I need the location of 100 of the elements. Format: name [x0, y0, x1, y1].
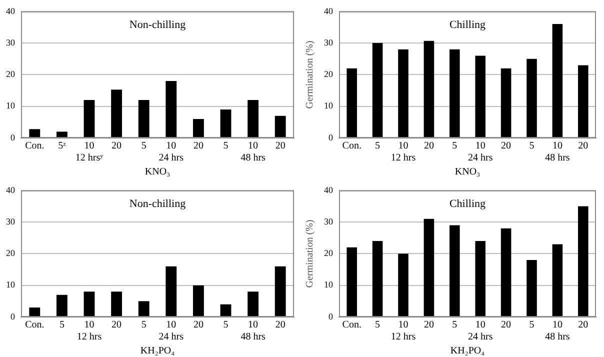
x-tick-label: Con.: [25, 320, 44, 331]
bar: [424, 218, 434, 316]
x-axis-title: KNO₃: [144, 166, 170, 178]
bar: [166, 81, 177, 138]
y-tick-label: 0: [328, 132, 334, 142]
y-tick-label: 20: [6, 248, 16, 258]
x-tick-label: 5: [223, 320, 228, 331]
x-tick-label: 10 12 hrsʸ: [75, 140, 104, 164]
bar: [84, 292, 95, 316]
bar: [220, 304, 232, 316]
bar: [56, 132, 68, 138]
x-tick-label: Con.: [25, 140, 44, 152]
x-tick-label: 20: [424, 320, 434, 331]
x-tick-label: 10 24 hrs: [158, 320, 184, 343]
bar: [220, 110, 232, 138]
bar: [192, 285, 204, 316]
y-tick-label: 30: [6, 37, 16, 48]
y-tick-label: 20: [324, 248, 334, 258]
bar: [450, 49, 460, 138]
bar: [29, 308, 40, 316]
x-tick-label: 20: [275, 140, 286, 152]
bar: [274, 116, 286, 138]
bar: [424, 40, 434, 138]
y-tick-label: 30: [324, 37, 334, 48]
text: Non-chilling: [129, 198, 186, 210]
x-axis-title: KNO₃: [454, 166, 480, 178]
bar: [29, 129, 40, 138]
bar: [526, 260, 537, 316]
x-tick-label: 5: [452, 140, 458, 152]
bar: [578, 65, 588, 138]
x-tick-label: 20: [112, 140, 122, 152]
bar: [56, 294, 68, 316]
x-tick-label: 20: [501, 320, 512, 331]
bar: [552, 244, 563, 316]
y-tick-label: 40: [6, 6, 16, 16]
x-tick-label: 5: [452, 320, 458, 331]
x-axis-title: KH₂PO₄: [140, 346, 176, 357]
bar: [398, 254, 408, 316]
bar: [248, 100, 259, 138]
x-tick-label: 10 48 hrs: [240, 320, 266, 343]
x-tick-label: 20: [193, 140, 204, 152]
x-tick-label: 20: [424, 140, 434, 152]
y-tick-label: 40: [6, 184, 16, 195]
bar: [398, 49, 408, 138]
y-tick-label: 0: [10, 132, 16, 142]
bar: [450, 225, 460, 316]
text: Chilling: [449, 198, 486, 210]
y-tick-label: 10: [6, 280, 16, 290]
x-tick-label: 10 24 hrs: [468, 320, 493, 343]
y-tick-label: 0: [10, 311, 16, 322]
y-tick-label: 10: [324, 100, 334, 111]
x-tick-label: 10 24 hrs: [468, 140, 493, 164]
bar: [578, 206, 588, 316]
x-tick-label: 5: [375, 140, 380, 152]
x-tick-label: 10 24 hrs: [158, 140, 184, 164]
x-tick-label: 5: [529, 320, 534, 331]
x-tick-label: 20: [193, 320, 204, 331]
bar: [500, 68, 512, 138]
bar: [248, 292, 259, 316]
bar: [274, 266, 286, 316]
bar: [346, 247, 357, 316]
x-tick-label: 10 12 hrs: [390, 320, 416, 343]
bar: [372, 241, 383, 316]
y-axis-title: Germination (%): [304, 220, 316, 288]
x-tick-label: 10 48 hrs: [545, 140, 570, 164]
y-tick-label: 20: [324, 69, 334, 80]
bar: [526, 58, 537, 138]
x-tick-label: 10 48 hrs: [545, 320, 570, 343]
x-axis-title: KH₂PO₄: [450, 346, 486, 357]
x-tick-label: 5: [59, 320, 64, 331]
y-tick-label: 30: [6, 216, 16, 226]
x-tick-label: 5: [529, 140, 534, 152]
x-tick-label: Con.: [342, 320, 362, 331]
x-tick-label: 5: [141, 140, 146, 152]
bar: [346, 68, 357, 138]
y-tick-label: 40: [324, 184, 334, 195]
x-tick-label: 5: [223, 140, 228, 152]
y-tick-label: 20: [6, 69, 16, 80]
x-tick-label: 20: [501, 140, 512, 152]
x-tick-label: 5ᶻ: [58, 140, 66, 152]
x-tick-label: 10 48 hrs: [240, 140, 266, 164]
x-tick-label: Con.: [342, 140, 362, 152]
y-tick-label: 30: [324, 216, 334, 226]
bar: [500, 228, 512, 316]
x-tick-label: 20: [112, 320, 122, 331]
text: Non-chilling: [129, 18, 186, 31]
bar: [138, 301, 150, 316]
y-axis-title: Germination (%): [304, 40, 316, 109]
x-tick-label: 10 12 hrs: [390, 140, 416, 164]
y-tick-label: 0: [328, 311, 334, 322]
x-tick-label: 20: [275, 320, 286, 331]
x-tick-label: 20: [578, 140, 588, 152]
bar: [475, 56, 486, 138]
bar: [166, 266, 177, 316]
x-tick-label: 10 12 hrs: [76, 320, 102, 343]
x-tick-label: 5: [141, 320, 146, 331]
x-tick-label: 5: [375, 320, 380, 331]
y-tick-label: 10: [6, 100, 16, 111]
bar: [372, 43, 383, 138]
text: Chilling: [449, 18, 486, 31]
